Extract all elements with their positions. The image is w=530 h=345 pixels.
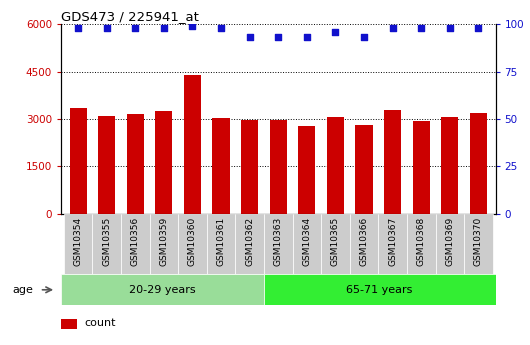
Point: [274, 35, 282, 40]
Text: age: age: [13, 285, 33, 295]
Text: count: count: [85, 318, 117, 328]
Point: [446, 25, 454, 31]
Text: GSM10366: GSM10366: [359, 217, 368, 266]
Bar: [235, 214, 264, 274]
Bar: [327, 117, 344, 214]
Point: [417, 25, 426, 31]
Text: GSM10354: GSM10354: [74, 217, 83, 266]
Point: [188, 23, 197, 29]
Bar: [298, 126, 315, 214]
Bar: [270, 120, 287, 214]
Bar: [178, 214, 207, 274]
Bar: [92, 214, 121, 274]
Point: [74, 25, 82, 31]
Text: GSM10369: GSM10369: [445, 217, 454, 266]
Point: [160, 25, 168, 31]
Bar: [413, 121, 430, 214]
Text: GSM10359: GSM10359: [160, 217, 169, 266]
Text: GSM10367: GSM10367: [388, 217, 397, 266]
Bar: [264, 214, 293, 274]
Text: GSM10365: GSM10365: [331, 217, 340, 266]
Bar: [213, 118, 229, 214]
Bar: [184, 75, 201, 214]
Text: GSM10368: GSM10368: [417, 217, 426, 266]
Bar: [149, 214, 178, 274]
Bar: [356, 125, 373, 214]
Text: GSM10356: GSM10356: [131, 217, 140, 266]
Text: GSM10363: GSM10363: [274, 217, 282, 266]
Bar: [407, 214, 436, 274]
Text: GSM10370: GSM10370: [474, 217, 483, 266]
Point: [360, 35, 368, 40]
Text: GSM10361: GSM10361: [217, 217, 226, 266]
Point: [102, 25, 111, 31]
Bar: [378, 214, 407, 274]
Bar: [350, 214, 378, 274]
Bar: [293, 214, 321, 274]
Point: [303, 35, 311, 40]
Bar: [264, 274, 496, 305]
Point: [388, 25, 397, 31]
Text: 20-29 years: 20-29 years: [129, 285, 196, 295]
Text: GSM10360: GSM10360: [188, 217, 197, 266]
Point: [217, 25, 225, 31]
Bar: [61, 319, 77, 329]
Text: GSM10362: GSM10362: [245, 217, 254, 266]
Text: GSM10355: GSM10355: [102, 217, 111, 266]
Text: 65-71 years: 65-71 years: [347, 285, 413, 295]
Point: [474, 25, 483, 31]
Bar: [121, 214, 149, 274]
Bar: [241, 120, 258, 214]
Point: [245, 35, 254, 40]
Point: [131, 25, 139, 31]
Point: [331, 29, 340, 34]
Bar: [384, 110, 401, 214]
Bar: [155, 111, 172, 214]
Bar: [464, 214, 493, 274]
Bar: [470, 113, 487, 214]
Bar: [98, 116, 116, 214]
Text: GSM10364: GSM10364: [302, 217, 311, 266]
Bar: [61, 274, 264, 305]
Bar: [441, 117, 458, 214]
Bar: [69, 108, 87, 214]
Text: GDS473 / 225941_at: GDS473 / 225941_at: [61, 10, 199, 23]
Bar: [64, 214, 92, 274]
Bar: [436, 214, 464, 274]
Bar: [127, 114, 144, 214]
Bar: [207, 214, 235, 274]
Bar: [321, 214, 350, 274]
